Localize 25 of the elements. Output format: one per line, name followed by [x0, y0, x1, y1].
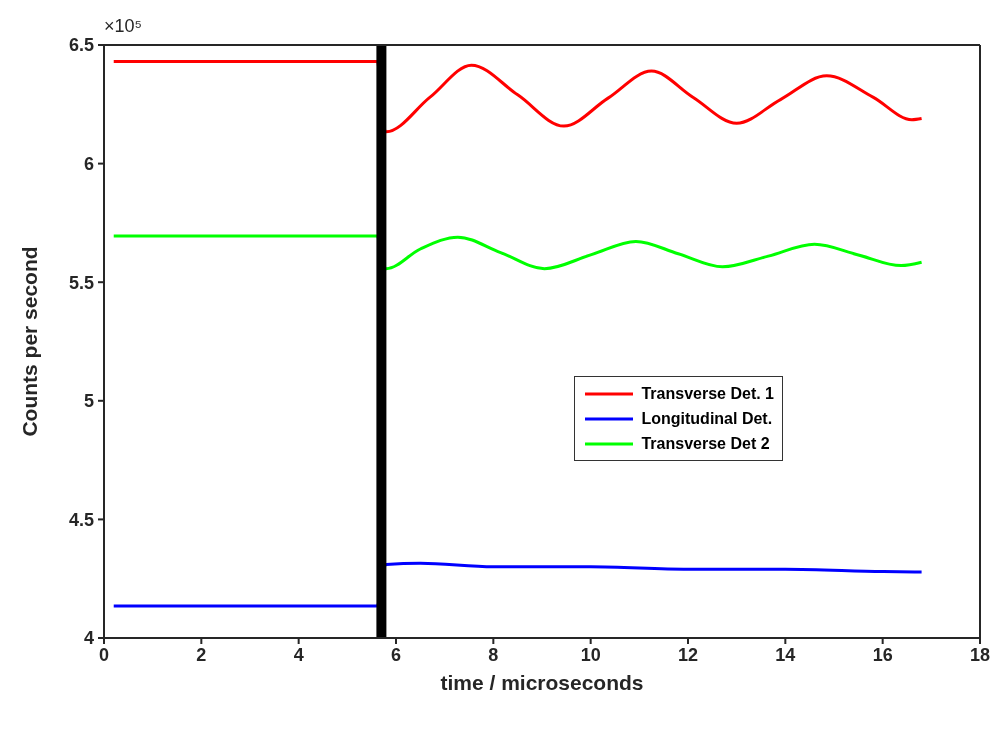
- x-tick-label: 8: [488, 644, 499, 665]
- x-tick-label: 14: [775, 644, 796, 665]
- x-tick-label: 10: [580, 644, 601, 665]
- x-tick-label: 4: [293, 644, 304, 665]
- y-tick-label: 6: [83, 153, 94, 174]
- y-tick-label: 5.5: [68, 272, 94, 293]
- x-axis-title: time / microseconds: [440, 671, 644, 694]
- y-tick-label: 5: [83, 391, 94, 412]
- x-tick-label: 6: [390, 644, 402, 665]
- text: ×10⁵: [104, 16, 142, 37]
- legend-label: Transverse Det 2: [641, 434, 770, 453]
- legend-label: Transverse Det. 1: [641, 384, 774, 403]
- x-tick-label: 16: [872, 644, 893, 665]
- y-axis-title: Counts per second: [18, 246, 42, 437]
- legend-label: Longitudinal Det.: [641, 409, 773, 428]
- line-series: [112, 234, 924, 271]
- y-tick-label: 4: [83, 628, 94, 649]
- y-tick-label: 4.5: [68, 509, 94, 530]
- y-tick-label: 6.5: [68, 35, 94, 56]
- x-tick-label: 12: [677, 644, 699, 665]
- x-tick-label: 2: [196, 644, 207, 665]
- line-series: [112, 60, 924, 134]
- x-tick-label: 18: [969, 644, 991, 665]
- line-series: [112, 561, 924, 608]
- x-tick-label: 0: [98, 644, 110, 665]
